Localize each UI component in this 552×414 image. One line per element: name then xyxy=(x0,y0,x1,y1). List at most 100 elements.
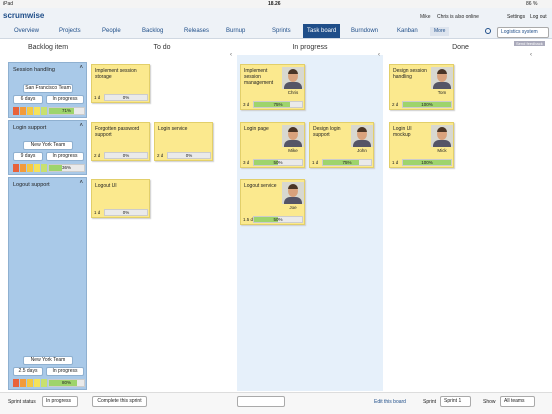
task-title: Login page xyxy=(244,126,269,132)
progress-bar: 71% xyxy=(48,107,85,115)
task-card[interactable]: Design session handling Tom 2 d 100% xyxy=(389,64,454,110)
task-card[interactable]: Login page Mike 3 d 50% xyxy=(240,122,305,168)
progress-fill xyxy=(254,160,278,165)
avatar xyxy=(282,125,304,147)
nav-tab[interactable]: Overview xyxy=(14,28,40,34)
nav-tab[interactable]: Backlog xyxy=(142,28,164,34)
avatar-head xyxy=(437,128,447,140)
progress-fill xyxy=(49,380,77,386)
avatar-body xyxy=(284,140,302,147)
progress-label: 75% xyxy=(273,102,283,107)
settings[interactable]: Settings xyxy=(507,14,526,20)
progress-bar: 0% xyxy=(104,209,148,216)
progress-bar: 50% xyxy=(253,159,303,166)
avatar-hair xyxy=(357,127,367,132)
logout[interactable]: Log out xyxy=(530,14,547,20)
status: In progress xyxy=(46,367,84,376)
column-header: Backlog item xyxy=(27,44,69,51)
caret[interactable]: ˄ xyxy=(79,65,83,71)
task-estimate: 2 d xyxy=(392,102,399,107)
avatar-head xyxy=(437,70,447,82)
nav-tab[interactable]: Burnup xyxy=(226,28,246,34)
progress-label: 100% xyxy=(421,160,433,165)
avatar-body xyxy=(433,82,451,89)
search-icon[interactable] xyxy=(485,28,491,34)
progress-bar: 36% xyxy=(48,164,85,172)
task-card[interactable]: Logout service Joe 1.5 d 50% xyxy=(240,179,305,225)
task-card[interactable]: Login UI mockup Mick 1 d 100% xyxy=(389,122,454,168)
backlog-card[interactable]: Login support ˄ New York Team 9 days In prog… xyxy=(8,120,87,175)
collapse-arrow[interactable]: ‹ xyxy=(530,52,532,58)
avatar-body xyxy=(284,197,302,204)
logo[interactable]: scrumwise xyxy=(3,11,45,20)
nav-tab[interactable]: More xyxy=(430,27,450,36)
task-card[interactable]: Logout UI 1 d 0% xyxy=(91,179,150,218)
avatar xyxy=(431,67,453,89)
progress-bar: 80% xyxy=(48,379,85,387)
task-estimate: 1 d xyxy=(94,95,101,100)
task-card[interactable]: Design login support John 1 d 75% xyxy=(309,122,374,168)
backlog-card[interactable]: Session handling ˄ San Francisco Team 6 day… xyxy=(8,62,87,118)
collapse-arrow[interactable]: ‹ xyxy=(378,52,380,58)
nav-tab[interactable]: People xyxy=(102,28,121,34)
column-header: Done xyxy=(452,44,469,51)
color-square xyxy=(41,164,47,172)
task-card[interactable]: Implement session storage 1 d 0% xyxy=(91,64,150,103)
column-header: In progress xyxy=(292,44,328,51)
task-estimate: 1 d xyxy=(94,210,101,215)
sprint-select[interactable]: Sprint 1 xyxy=(440,396,471,407)
avatar-hair xyxy=(288,69,298,74)
progress-label: 71% xyxy=(61,108,71,113)
backlog-card[interactable]: Logout support ˄ New York Team 2.5 days In p… xyxy=(8,177,87,390)
backlog-title: Login support xyxy=(13,125,47,131)
progress-label: 100% xyxy=(421,102,433,107)
color-square xyxy=(27,379,33,387)
task-estimate: 1.5 d xyxy=(243,217,254,222)
task-title: Login service xyxy=(158,126,188,132)
online[interactable]: Chris is also online xyxy=(437,14,479,20)
task-title: Design session handling xyxy=(393,68,427,80)
caret[interactable]: ˄ xyxy=(79,123,83,129)
edit-board[interactable]: Edit this board xyxy=(374,399,406,405)
avatar xyxy=(282,67,304,89)
progress-label: 50% xyxy=(273,217,283,222)
collapse-arrow[interactable]: ‹ xyxy=(230,52,232,58)
teams-select[interactable]: All teams xyxy=(500,396,535,407)
nav-tab[interactable]: Burndown xyxy=(351,28,379,34)
nav-tab[interactable]: Kanban xyxy=(397,28,418,34)
project-select[interactable]: Logistics system xyxy=(497,27,549,38)
progress-fill xyxy=(254,102,290,107)
search-box[interactable] xyxy=(237,396,285,407)
column-header: To do xyxy=(153,44,171,51)
task-card[interactable]: Forgotten password support 2 d 0% xyxy=(91,122,150,161)
user[interactable]: Mike xyxy=(420,14,431,20)
color-square xyxy=(13,379,19,387)
status: In progress xyxy=(46,152,84,161)
sprint-status-select[interactable]: In progress xyxy=(42,396,78,407)
show-label: Show xyxy=(483,399,496,405)
complete-button[interactable]: Complete this sprint xyxy=(92,396,147,407)
progress-fill xyxy=(323,160,359,165)
task-title: Implement session management xyxy=(244,68,274,86)
nav-tab[interactable]: Task board xyxy=(303,24,341,38)
progress-fill xyxy=(49,165,62,171)
color-square xyxy=(27,164,33,172)
avatar-body xyxy=(433,140,451,147)
avatar xyxy=(282,182,304,204)
nav-tab[interactable]: Projects xyxy=(59,28,81,34)
task-card[interactable]: Login service 2 d 0% xyxy=(154,122,213,161)
person-name: Joe xyxy=(289,205,297,210)
task-title: Design login support xyxy=(313,126,341,138)
time: 18.26 xyxy=(268,1,281,7)
task-card[interactable]: Implement session management Chris 3 d 75% xyxy=(240,64,305,110)
color-square xyxy=(20,107,26,115)
feedback[interactable]: Send feedback xyxy=(514,41,545,46)
progress-bar: 0% xyxy=(167,152,211,159)
progress-label: 50% xyxy=(273,160,283,165)
caret[interactable]: ˄ xyxy=(79,180,83,186)
task-title: Login UI mockup xyxy=(393,126,412,138)
nav-tab[interactable]: Sprints xyxy=(272,28,291,34)
nav-tab[interactable]: Releases xyxy=(184,28,210,34)
team: New York Team xyxy=(23,141,73,150)
